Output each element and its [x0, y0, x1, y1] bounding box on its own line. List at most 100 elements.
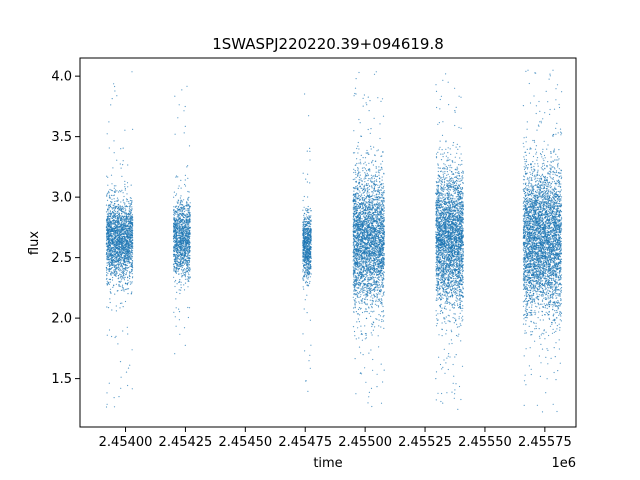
data-point: [173, 267, 175, 269]
data-point: [108, 246, 110, 248]
data-point: [127, 219, 129, 221]
data-point: [128, 209, 130, 211]
data-point: [174, 95, 176, 97]
data-point: [128, 256, 131, 258]
data-point: [113, 397, 115, 399]
data-point: [123, 270, 125, 272]
data-point: [126, 245, 128, 247]
data-point: [110, 274, 112, 276]
data-point: [376, 175, 378, 178]
data-point: [110, 227, 112, 229]
data-point: [374, 264, 376, 266]
data-point: [131, 273, 133, 275]
data-point: [122, 330, 124, 332]
data-point: [178, 216, 180, 218]
data-point: [176, 234, 178, 237]
data-point: [123, 279, 125, 281]
data-point: [356, 158, 358, 160]
data-point: [175, 268, 177, 270]
data-point: [108, 329, 111, 331]
data-point: [173, 228, 175, 230]
data-point: [174, 221, 176, 223]
data-point: [117, 207, 119, 209]
data-point: [368, 391, 370, 393]
data-point: [124, 257, 126, 260]
data-point: [176, 263, 178, 265]
data-point: [106, 195, 108, 197]
data-point: [364, 168, 367, 170]
data-point: [109, 298, 111, 300]
data-point: [126, 232, 129, 234]
data-point: [114, 205, 116, 207]
data-point: [378, 193, 380, 195]
data-point: [188, 220, 190, 222]
chart-title: 1SWASPJ220220.39+094619.8: [212, 35, 444, 53]
data-point: [111, 252, 113, 254]
data-point: [126, 217, 128, 219]
data-point: [115, 305, 117, 307]
data-point: [108, 208, 110, 210]
data-point: [180, 258, 182, 260]
data-point: [308, 268, 310, 270]
data-point: [370, 128, 372, 130]
data-point: [182, 265, 184, 267]
data-point: [113, 222, 115, 224]
data-point: [118, 236, 120, 238]
data-point: [118, 234, 120, 236]
data-point: [187, 210, 190, 212]
data-point: [188, 145, 191, 147]
data-point: [120, 274, 122, 276]
data-point: [355, 268, 357, 270]
data-point: [187, 226, 189, 229]
data-point: [115, 224, 117, 226]
data-point: [107, 272, 109, 274]
data-point: [113, 205, 115, 207]
data-point: [113, 83, 115, 85]
data-point: [116, 238, 118, 241]
data-point: [178, 200, 180, 202]
data-point: [131, 223, 133, 225]
data-point: [355, 176, 357, 179]
data-point: [359, 267, 361, 269]
data-point: [187, 306, 189, 309]
data-point: [382, 274, 384, 276]
data-point: [124, 248, 126, 251]
data-point: [185, 234, 187, 236]
data-point: [372, 358, 374, 361]
data-point: [189, 257, 191, 259]
data-point: [110, 212, 112, 214]
data-point: [113, 219, 115, 221]
data-point: [307, 196, 309, 198]
data-point: [110, 243, 112, 245]
data-point: [128, 201, 130, 203]
data-point: [180, 214, 182, 216]
data-point: [302, 333, 304, 335]
data-point: [120, 191, 122, 193]
data-point: [310, 260, 312, 262]
data-point: [306, 150, 308, 152]
data-point: [116, 244, 118, 246]
data-point: [131, 291, 133, 293]
data-point: [120, 269, 122, 272]
data-point: [369, 178, 371, 180]
data-point: [124, 300, 127, 303]
data-point: [113, 247, 115, 249]
data-point: [381, 295, 383, 297]
data-point: [109, 245, 111, 247]
data-point: [307, 240, 309, 242]
data-point: [131, 201, 133, 203]
data-point: [181, 213, 183, 215]
data-point: [114, 233, 116, 235]
data-point: [131, 208, 133, 210]
data-point: [108, 228, 110, 230]
data-point: [130, 255, 132, 257]
data-point: [182, 260, 184, 262]
data-point: [355, 393, 357, 395]
data-point: [123, 290, 125, 292]
data-point: [131, 281, 133, 283]
data-point: [106, 193, 108, 195]
data-point: [309, 207, 311, 210]
data-point: [125, 371, 128, 373]
data-point: [186, 278, 188, 280]
data-point: [179, 218, 181, 220]
